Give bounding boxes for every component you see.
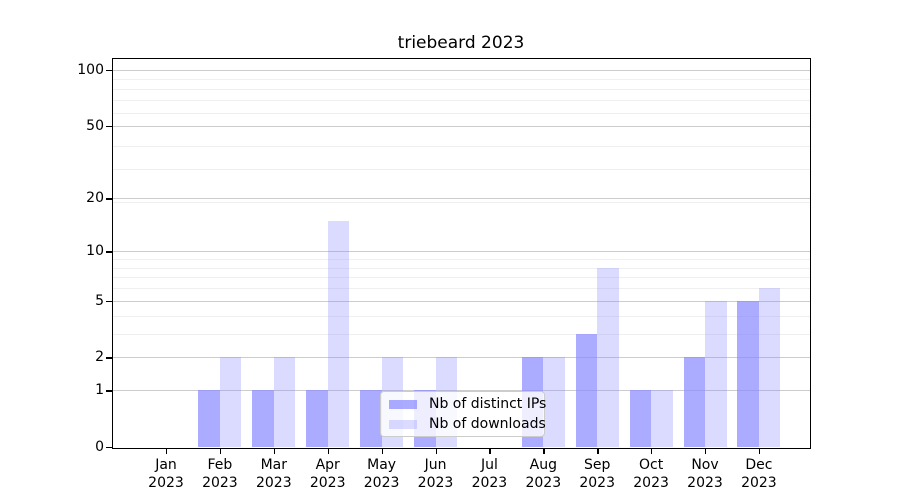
minor-gridline: [113, 99, 810, 101]
minor-gridline: [113, 145, 810, 147]
major-gridline: [113, 357, 810, 359]
ytick-label-1: 1: [95, 382, 104, 399]
minor-gridline: [113, 333, 810, 335]
bar-nb-of-distinct-ips-apr-2023: [306, 390, 328, 447]
chart-title: triebeard 2023: [397, 33, 525, 53]
minor-gridline: [113, 169, 810, 171]
major-gridline: [113, 390, 810, 392]
ytick-mark-1: [106, 390, 112, 392]
xtick-mark-feb-2023: [219, 448, 222, 454]
ytick-mark-20: [106, 198, 112, 200]
xtick-mark-jan-2023: [166, 448, 168, 454]
ytick-label-50: 50: [86, 117, 104, 134]
xtick-label-sep-2023: Sep 2023: [579, 457, 615, 491]
minor-gridline: [113, 267, 810, 269]
xtick-mark-nov-2023: [705, 448, 707, 454]
minor-gridline: [113, 258, 810, 260]
ytick-mark-50: [106, 125, 112, 128]
xtick-label-may-2023: May 2023: [363, 457, 400, 491]
ytick-label-10: 10: [86, 243, 104, 260]
legend-row-distinct-ips: Nb of distinct IPs: [389, 396, 546, 412]
major-gridline: [113, 125, 810, 127]
ytick-mark-2: [106, 357, 112, 359]
bar-nb-of-downloads-oct-2023: [651, 390, 673, 447]
legend-label-distinct-ips: Nb of distinct IPs: [429, 396, 547, 412]
bar-nb-of-distinct-ips-mar-2023: [252, 390, 274, 447]
xtick-mark-dec-2023: [758, 448, 761, 454]
major-gridline: [113, 300, 810, 302]
bar-nb-of-downloads-nov-2023: [705, 300, 727, 447]
xtick-mark-jul-2023: [489, 448, 491, 454]
ytick-mark-0: [106, 447, 112, 449]
legend-swatch-downloads: [389, 419, 417, 429]
xtick-mark-mar-2023: [273, 448, 276, 454]
ytick-label-0: 0: [95, 439, 104, 455]
ytick-label-2: 2: [95, 349, 104, 366]
plot-area: [112, 58, 811, 449]
bar-nb-of-downloads-aug-2023: [543, 357, 565, 447]
xtick-label-aug-2023: Aug 2023: [525, 457, 562, 491]
bar-nb-of-downloads-feb-2023: [219, 357, 242, 447]
legend-row-downloads: Nb of downloads: [389, 416, 546, 432]
xtick-label-jan-2023: Jan 2023: [148, 457, 184, 491]
bar-nb-of-distinct-ips-nov-2023: [683, 357, 705, 447]
major-gridline: [113, 251, 810, 253]
major-gridline: [113, 70, 810, 71]
xtick-mark-aug-2023: [543, 448, 545, 454]
xtick-label-dec-2023: Dec 2023: [741, 457, 777, 491]
minor-gridline: [113, 315, 810, 317]
ytick-label-100: 100: [77, 62, 104, 78]
xtick-label-mar-2023: Mar 2023: [255, 457, 292, 491]
legend: Nb of distinct IPs Nb of downloads: [380, 391, 546, 437]
ytick-mark-100: [106, 70, 112, 72]
legend-swatch-distinct-ips: [389, 399, 417, 409]
xtick-label-jul-2023: Jul 2023: [471, 457, 508, 491]
bar-nb-of-distinct-ips-feb-2023: [198, 390, 220, 447]
bar-nb-of-downloads-mar-2023: [273, 357, 296, 447]
xtick-mark-may-2023: [381, 448, 383, 454]
bar-nb-of-distinct-ips-sep-2023: [575, 333, 598, 447]
xtick-mark-apr-2023: [327, 448, 330, 454]
bar-nb-of-distinct-ips-may-2023: [360, 390, 382, 447]
minor-gridline: [113, 89, 810, 90]
ytick-mark-5: [106, 300, 112, 303]
xtick-mark-sep-2023: [597, 448, 599, 454]
xtick-label-apr-2023: Apr 2023: [309, 457, 346, 491]
xtick-label-oct-2023: Oct 2023: [633, 457, 669, 491]
minor-gridline: [113, 79, 810, 81]
minor-gridline: [113, 202, 810, 204]
bar-nb-of-downloads-sep-2023: [597, 267, 619, 447]
bar-nb-of-downloads-dec-2023: [758, 288, 781, 447]
ytick-label-20: 20: [86, 190, 104, 207]
minor-gridline: [113, 288, 810, 289]
bar-nb-of-downloads-apr-2023: [327, 220, 350, 447]
minor-gridline: [113, 277, 810, 279]
major-gridline: [113, 198, 810, 200]
xtick-label-nov-2023: Nov 2023: [687, 457, 723, 491]
xtick-label-jun-2023: Jun 2023: [417, 457, 454, 491]
xtick-label-feb-2023: Feb 2023: [202, 457, 238, 491]
minor-gridline: [113, 112, 810, 114]
ytick-mark-10: [106, 251, 112, 253]
bar-nb-of-distinct-ips-oct-2023: [629, 390, 652, 447]
xtick-mark-oct-2023: [651, 448, 653, 454]
xtick-mark-jun-2023: [435, 448, 437, 454]
ytick-label-5: 5: [95, 292, 104, 309]
bar-nb-of-distinct-ips-dec-2023: [737, 300, 759, 447]
legend-label-downloads: Nb of downloads: [429, 416, 546, 432]
